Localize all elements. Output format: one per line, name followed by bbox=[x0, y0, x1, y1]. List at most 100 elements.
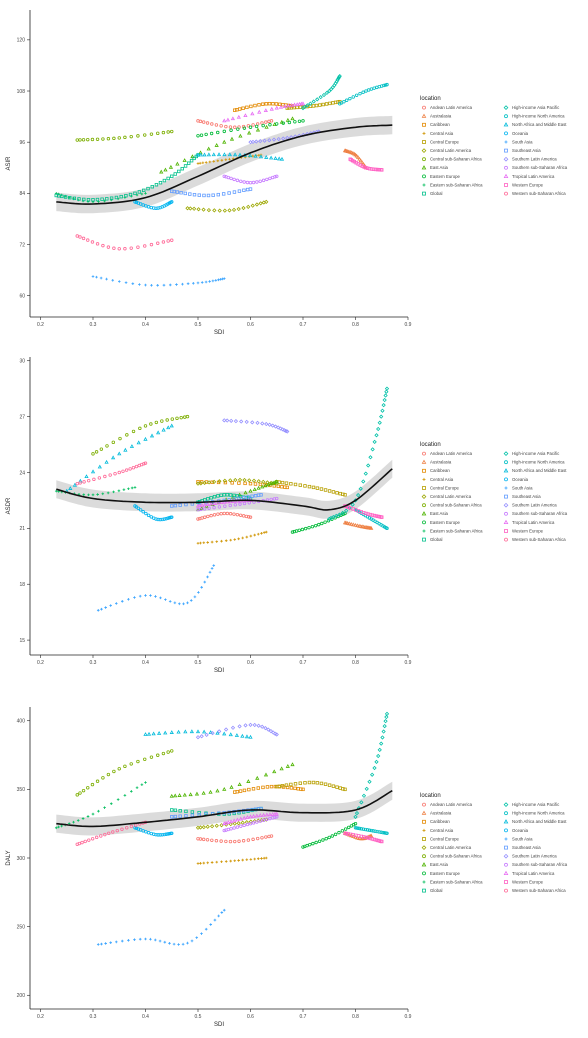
legend-key bbox=[504, 811, 508, 816]
data-point bbox=[249, 104, 253, 109]
data-point bbox=[354, 833, 358, 838]
data-point bbox=[94, 835, 99, 840]
data-point bbox=[321, 838, 325, 842]
data-point bbox=[206, 480, 212, 485]
data-point bbox=[366, 463, 371, 468]
data-point bbox=[206, 152, 211, 157]
data-point bbox=[358, 158, 363, 163]
data-point bbox=[251, 123, 255, 127]
data-point bbox=[60, 824, 63, 828]
series-western-sub-saharan-africa bbox=[75, 461, 148, 486]
data-point bbox=[133, 596, 136, 599]
legend-key bbox=[421, 459, 427, 464]
data-point bbox=[165, 418, 169, 422]
data-point bbox=[253, 103, 257, 108]
data-point bbox=[303, 484, 307, 488]
data-point bbox=[278, 426, 283, 431]
legend-key bbox=[504, 131, 508, 136]
data-point bbox=[357, 826, 362, 831]
data-point bbox=[346, 825, 351, 830]
data-point bbox=[298, 781, 302, 785]
data-point bbox=[279, 156, 285, 161]
data-point bbox=[385, 526, 389, 531]
data-point bbox=[209, 496, 213, 500]
data-point bbox=[78, 478, 83, 483]
data-point bbox=[236, 821, 241, 826]
data-point bbox=[314, 840, 318, 845]
data-point bbox=[303, 781, 307, 785]
data-point bbox=[87, 838, 91, 842]
data-point bbox=[129, 762, 133, 766]
data-point bbox=[331, 490, 336, 494]
data-point bbox=[290, 116, 295, 121]
y-tick-label: 120 bbox=[17, 38, 26, 44]
data-point bbox=[166, 516, 170, 520]
data-point bbox=[86, 238, 90, 242]
x-tick-label: 0.3 bbox=[90, 660, 97, 666]
data-point bbox=[161, 240, 166, 244]
data-point bbox=[238, 513, 243, 517]
data-point bbox=[223, 820, 229, 825]
data-point bbox=[201, 790, 206, 795]
data-point bbox=[195, 729, 201, 734]
data-point bbox=[215, 860, 219, 864]
data-point bbox=[384, 386, 390, 391]
data-point bbox=[130, 486, 134, 490]
data-point bbox=[198, 837, 203, 841]
data-point bbox=[374, 433, 379, 438]
data-point bbox=[186, 282, 190, 286]
legend-label: Tropical Latin America bbox=[512, 174, 555, 179]
data-point bbox=[337, 512, 342, 517]
data-point bbox=[229, 176, 233, 181]
data-point bbox=[196, 207, 201, 212]
data-point bbox=[206, 497, 210, 501]
legend-key bbox=[503, 502, 509, 508]
data-point bbox=[170, 129, 174, 134]
data-point bbox=[233, 419, 239, 424]
data-point bbox=[250, 420, 255, 425]
data-point bbox=[143, 461, 148, 465]
legend-label: High-income Asia Pacific bbox=[512, 802, 560, 807]
data-point bbox=[264, 421, 269, 427]
legend-label: Central Asia bbox=[430, 477, 454, 482]
data-point bbox=[225, 418, 230, 423]
data-point bbox=[219, 511, 223, 516]
data-point bbox=[122, 488, 126, 492]
data-point bbox=[265, 177, 269, 182]
data-point bbox=[276, 484, 281, 489]
data-point bbox=[240, 820, 245, 825]
data-point bbox=[254, 124, 259, 129]
data-point bbox=[105, 444, 109, 448]
legend-key bbox=[422, 537, 426, 542]
data-point bbox=[254, 813, 259, 818]
data-point bbox=[269, 106, 274, 111]
data-point bbox=[57, 825, 60, 829]
data-point bbox=[248, 814, 253, 819]
data-point bbox=[233, 538, 237, 541]
legend-title: location bbox=[420, 442, 441, 448]
data-point bbox=[276, 425, 281, 430]
data-point bbox=[337, 74, 342, 80]
legend-label: Oceania bbox=[512, 828, 529, 833]
data-point bbox=[173, 808, 178, 812]
data-point bbox=[384, 711, 390, 716]
data-point bbox=[258, 179, 262, 183]
x-tick-label: 0.6 bbox=[247, 322, 254, 328]
data-point bbox=[242, 126, 247, 130]
data-point bbox=[153, 938, 157, 942]
data-point bbox=[164, 598, 167, 601]
data-point bbox=[235, 825, 240, 829]
legend-key bbox=[421, 845, 427, 850]
data-point bbox=[182, 792, 187, 797]
legend-key bbox=[422, 837, 426, 841]
data-point bbox=[385, 831, 389, 835]
data-point bbox=[233, 477, 238, 483]
series-south-asia bbox=[91, 275, 226, 287]
data-point bbox=[161, 427, 166, 432]
data-point bbox=[76, 819, 80, 822]
y-tick-label: 21 bbox=[19, 526, 25, 532]
data-point bbox=[149, 132, 154, 136]
data-point bbox=[195, 152, 201, 157]
data-point bbox=[372, 765, 377, 771]
